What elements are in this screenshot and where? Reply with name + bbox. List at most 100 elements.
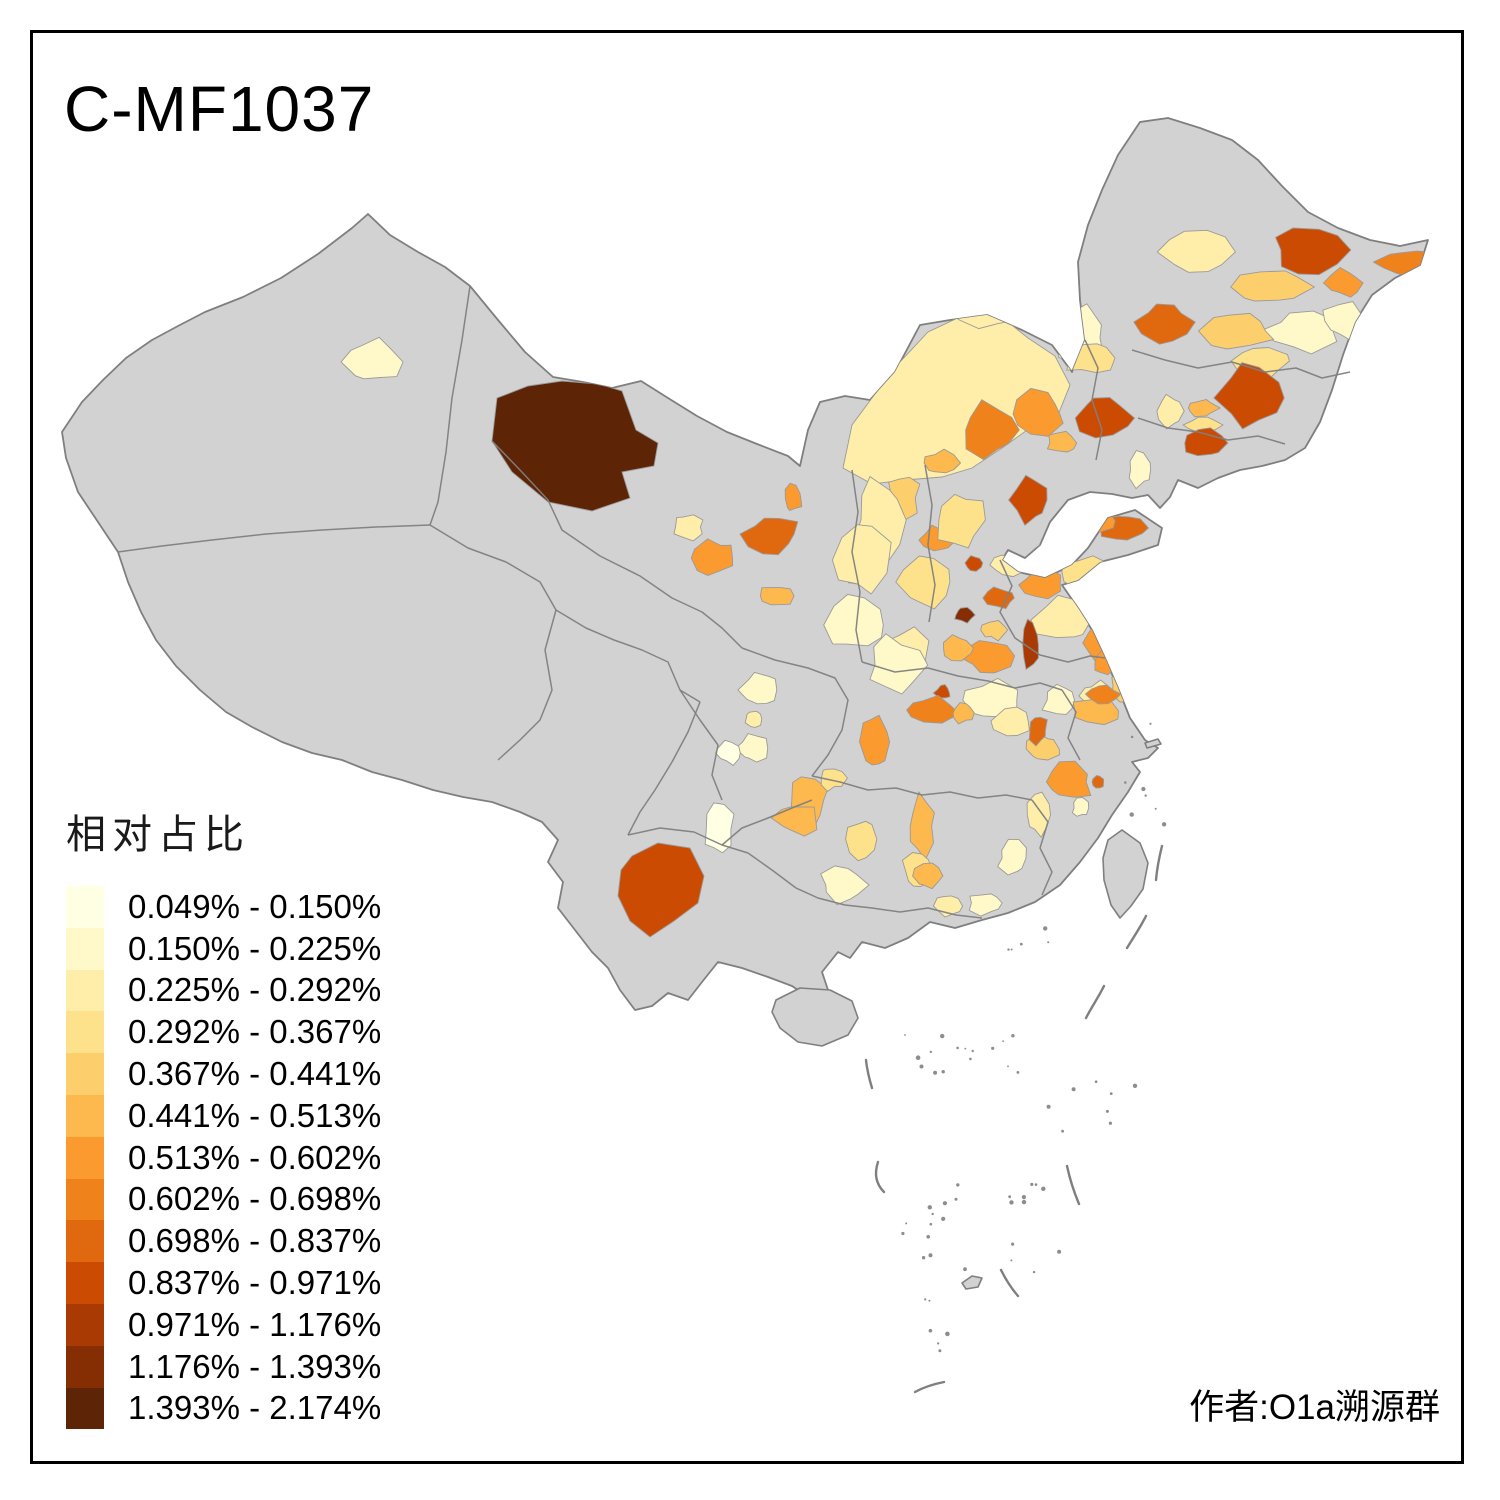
map-region <box>1041 683 1075 715</box>
taiwan-island <box>1102 829 1149 919</box>
map-region <box>340 336 404 380</box>
map-region <box>739 517 799 556</box>
legend-swatch <box>66 1094 104 1137</box>
sea-island-dot <box>1057 1249 1062 1254</box>
sea-island-dot <box>921 1256 926 1260</box>
legend: 相对占比 0.049% - 0.150% 0.150% - 0.225% 0.225… <box>66 802 382 1430</box>
map-region <box>1128 449 1152 490</box>
sea-islands <box>901 722 1167 1353</box>
sea-island-dot <box>1034 1183 1038 1186</box>
sea-island-dot <box>931 1212 934 1216</box>
legend-row: 0.971% - 1.176% <box>66 1303 381 1346</box>
legend-row: 0.225% - 0.292% <box>66 969 381 1012</box>
sea-island-dot <box>1007 1065 1009 1068</box>
map-region <box>1071 797 1090 817</box>
map-region <box>1184 427 1229 457</box>
map-region <box>982 586 1015 610</box>
map-region <box>1133 303 1196 345</box>
map-region <box>831 524 892 595</box>
map-region <box>1187 399 1222 418</box>
sea-island-dot <box>1010 1259 1013 1262</box>
sea-island-dot <box>1021 1199 1027 1205</box>
sea-island-dot <box>929 1050 932 1054</box>
sea-island-dot <box>1021 1195 1026 1200</box>
sea-island-dot <box>1129 812 1134 817</box>
map-region <box>980 620 1009 642</box>
sea-island-dot <box>1109 1092 1113 1095</box>
sea-island-dot <box>927 1205 932 1210</box>
sea-island-dot <box>904 1034 906 1036</box>
map-region <box>1046 430 1078 453</box>
sea-island-dot <box>1011 1242 1015 1246</box>
sea-island-dot <box>964 1047 967 1050</box>
sea-island-dot <box>1011 1034 1015 1038</box>
sea-island-dot <box>1124 781 1127 784</box>
map-region <box>990 706 1030 737</box>
attribution: 作者:O1a溯源群 <box>1189 1388 1440 1427</box>
sea-island-dot <box>1030 1182 1034 1186</box>
legend-swatch <box>66 1262 104 1304</box>
sea-island-dot <box>1041 1186 1046 1192</box>
sea-island-dot <box>915 1055 921 1060</box>
map-region <box>997 838 1027 876</box>
legend-row: 0.150% - 0.225% <box>66 927 381 970</box>
map-region <box>1156 393 1185 430</box>
sea-island-dot <box>1016 1071 1020 1074</box>
legend-row: 0.513% - 0.602% <box>66 1136 381 1179</box>
map-region <box>859 714 891 766</box>
legend-label: 1.393% - 2.174% <box>128 1389 382 1427</box>
map-region-yunnan-dark <box>617 842 705 938</box>
map-region <box>715 739 741 766</box>
map-region <box>909 790 935 862</box>
province-borders <box>117 285 1351 919</box>
legend-row: 0.602% - 0.698% <box>66 1178 381 1221</box>
sea-island-dot <box>945 1331 950 1337</box>
legend-swatch <box>66 1345 104 1388</box>
map-region <box>1081 508 1116 534</box>
map-region <box>932 684 951 699</box>
map-region <box>952 702 975 725</box>
map-region <box>820 865 870 906</box>
sea-island-dot <box>926 1235 930 1239</box>
islands <box>771 738 1162 1290</box>
map-region <box>1156 229 1236 273</box>
sea-island-dot <box>1008 1195 1012 1199</box>
legend-label: 1.176% - 1.393% <box>128 1347 382 1385</box>
map-region <box>906 694 956 724</box>
sea-island-dot <box>956 1183 960 1187</box>
sea-island-dot <box>1047 941 1050 944</box>
sea-island-dot <box>941 1216 946 1221</box>
sea-island-dot <box>928 1328 933 1333</box>
sea-island-dot <box>956 1046 959 1050</box>
hainan-island <box>771 987 859 1047</box>
legend-label: 0.837% - 0.971% <box>128 1264 382 1302</box>
map-region <box>1008 474 1048 526</box>
legend-label: 0.292% - 0.367% <box>128 1013 382 1051</box>
map-region <box>1275 227 1352 276</box>
sea-island-dot <box>905 1222 908 1225</box>
sea-island-dot <box>1108 1121 1112 1125</box>
sea-island-dot <box>1141 786 1146 792</box>
legend-swatch <box>66 1053 104 1095</box>
legend-swatch <box>66 1303 104 1346</box>
map-region <box>964 555 984 572</box>
map-region <box>1197 312 1275 350</box>
sea-island-dot <box>924 1298 927 1301</box>
legend-swatch <box>66 1011 104 1054</box>
sea-island-dot <box>1007 948 1010 951</box>
map-region <box>759 587 795 606</box>
sea-island-dot <box>929 1222 933 1226</box>
sea-island-dot <box>942 1201 948 1206</box>
legend-row: 0.292% - 0.367% <box>66 1011 382 1054</box>
map-region <box>784 482 803 512</box>
nine-dash-line <box>864 844 1164 1394</box>
map-region <box>1091 775 1105 789</box>
map-region <box>704 802 735 854</box>
map-region <box>1074 397 1136 439</box>
sea-island-dot <box>1032 1270 1036 1274</box>
choropleth-regions <box>340 227 1428 938</box>
map-region <box>737 671 778 705</box>
sea-island-dot <box>901 1231 905 1236</box>
sea-island-dot <box>1010 948 1013 951</box>
